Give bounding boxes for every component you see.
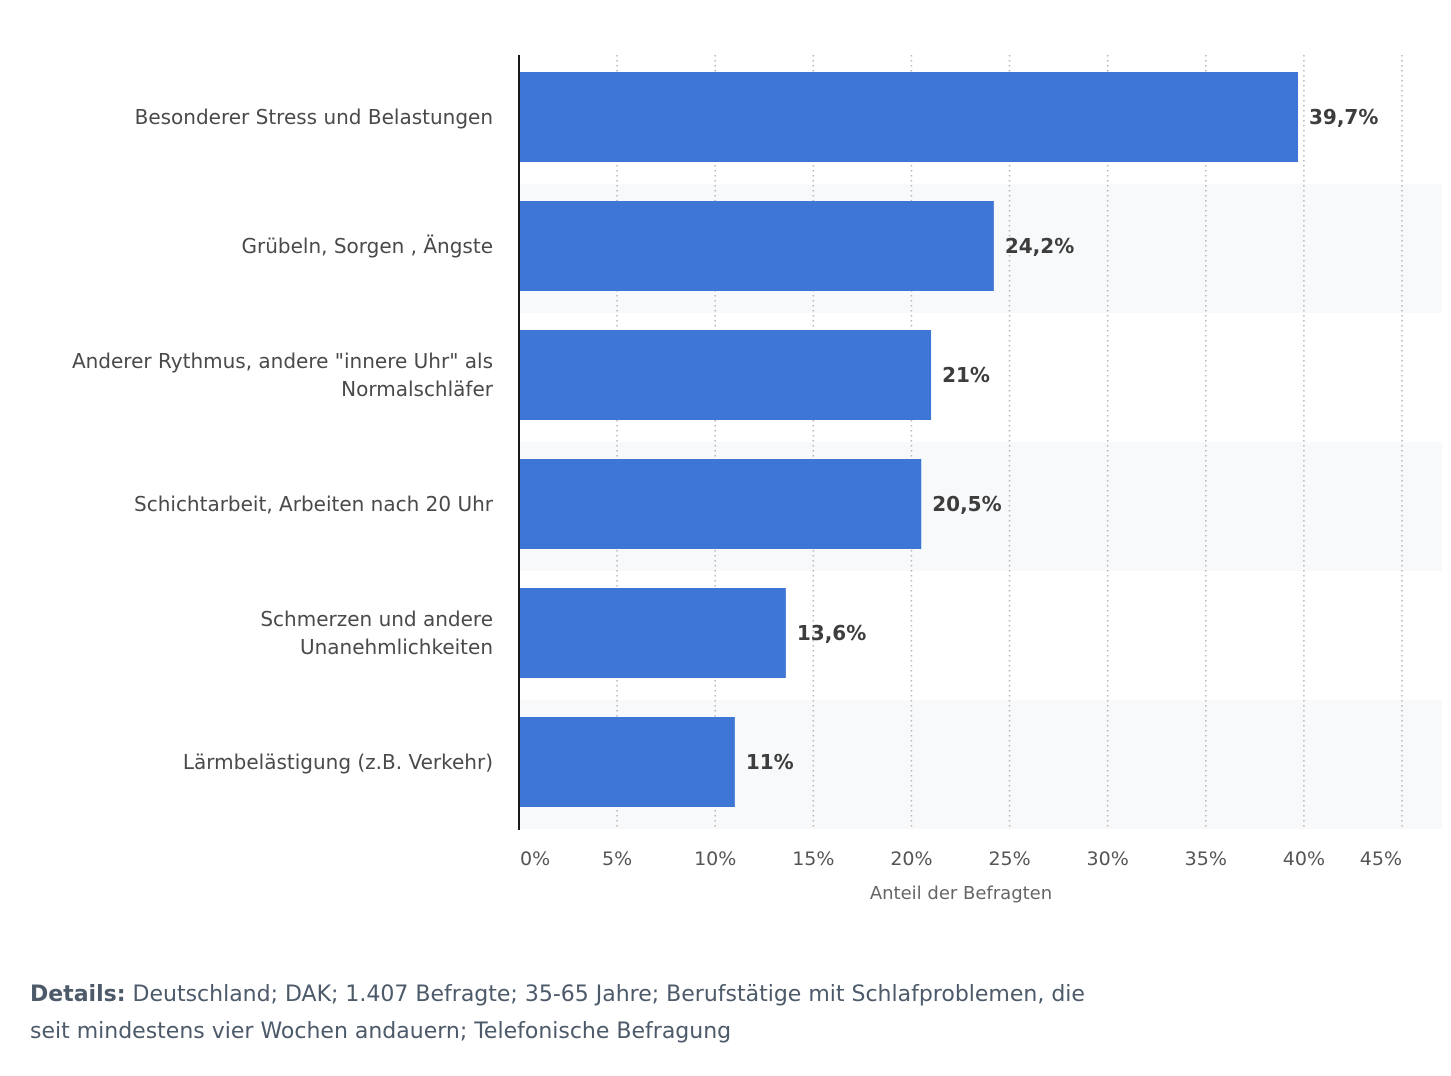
x-tick-label: 5% — [602, 848, 632, 870]
details-label: Details: — [30, 982, 126, 1007]
grid-lines — [616, 55, 1403, 829]
x-tick-label: 20% — [890, 848, 932, 870]
x-tick-label: 10% — [694, 848, 736, 870]
category-label-line: Anderer Rythmus, andere "innere Uhr" als — [72, 349, 493, 373]
category-label-line: Normalschläfer — [341, 377, 494, 401]
x-tick-label: 15% — [792, 848, 834, 870]
x-tick-label: 35% — [1185, 848, 1227, 870]
value-label: 39,7% — [1309, 105, 1378, 129]
x-tick-labels: 0% 5% 10% 15% 20% 25% 30% 35% 40% 45% — [520, 848, 1402, 870]
value-label: 13,6% — [797, 621, 866, 645]
category-label-line: Schmerzen und andere — [260, 607, 493, 631]
bars — [519, 72, 1299, 807]
x-tick-label: 30% — [1087, 848, 1129, 870]
x-tick-label: 45% — [1360, 848, 1402, 870]
x-tick-label: 0% — [520, 848, 550, 870]
category-labels: Besonderer Stress und Belastungen Grübeln… — [72, 105, 494, 774]
value-label: 24,2% — [1005, 234, 1074, 258]
bar — [519, 459, 922, 549]
category-label-line: Schichtarbeit, Arbeiten nach 20 Uhr — [134, 492, 494, 516]
value-label: 21% — [942, 363, 990, 387]
bar — [519, 201, 994, 291]
bar — [519, 330, 932, 420]
bar — [519, 72, 1299, 162]
category-label: Schmerzen und andere Unanehmlichkeiten — [260, 607, 493, 659]
value-label: 20,5% — [932, 492, 1001, 516]
category-label: Lärmbelästigung (z.B. Verkehr) — [183, 750, 493, 774]
category-label-line: Grübeln, Sorgen , Ängste — [241, 234, 493, 258]
details-text: Deutschland; DAK; 1.407 Befragte; 35-65 … — [30, 982, 1085, 1044]
x-tick-label: 25% — [988, 848, 1030, 870]
category-label: Grübeln, Sorgen , Ängste — [241, 234, 493, 258]
bar-chart: Besonderer Stress und Belastungen Grübeln… — [71, 55, 1403, 904]
category-label-line: Lärmbelästigung (z.B. Verkehr) — [183, 750, 493, 774]
bar — [519, 717, 735, 807]
category-label: Schichtarbeit, Arbeiten nach 20 Uhr — [134, 492, 494, 516]
category-label-line: Besonderer Stress und Belastungen — [135, 105, 493, 129]
value-label: 11% — [746, 750, 794, 774]
category-label: Anderer Rythmus, andere "innere Uhr" als… — [72, 349, 494, 401]
category-label-line: Unanehmlichkeiten — [300, 635, 493, 659]
category-label: Besonderer Stress und Belastungen — [135, 105, 493, 129]
details-note: Details: Deutschland; DAK; 1.407 Befragt… — [30, 976, 1130, 1050]
x-axis-title: Anteil der Befragten — [870, 883, 1052, 904]
bar — [519, 588, 786, 678]
x-tick-label: 40% — [1283, 848, 1325, 870]
value-labels: 39,7% 24,2% 21% 20,5% 13,6% 11% — [746, 105, 1379, 774]
